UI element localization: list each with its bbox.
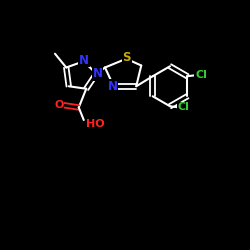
Text: N: N <box>108 80 118 93</box>
Text: S: S <box>122 51 131 64</box>
Text: Cl: Cl <box>195 70 207 80</box>
Text: HO: HO <box>86 119 105 129</box>
Text: N: N <box>92 67 102 80</box>
Text: O: O <box>54 100 64 110</box>
Text: N: N <box>79 54 89 66</box>
Text: Cl: Cl <box>178 102 190 113</box>
